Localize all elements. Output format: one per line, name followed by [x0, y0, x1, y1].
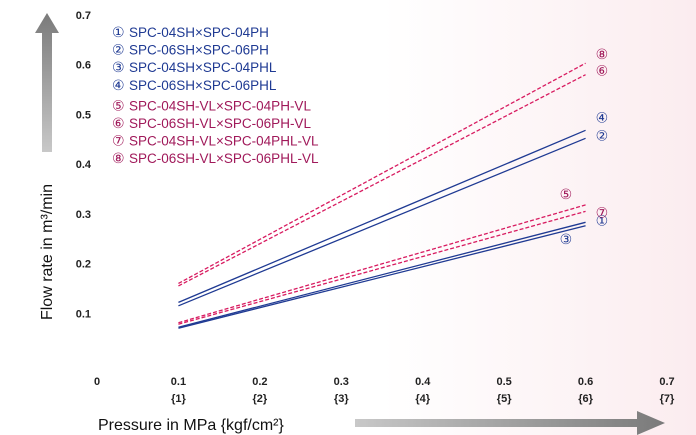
legend-label: SPC-04SH-VL×SPC-04PH-VL — [129, 98, 311, 113]
x-tick-label: 0.4 — [415, 376, 431, 388]
legend-label: SPC-06SH-VL×SPC-06PHL-VL — [129, 151, 319, 166]
x-axis-arrow — [355, 411, 665, 435]
series-end-marker: ④ — [596, 110, 609, 126]
y-tick-label: 0.2 — [76, 259, 91, 271]
x-tick-label: 0.3 — [334, 376, 349, 388]
x-tick-label: 0.7 — [659, 376, 674, 388]
legend-label: SPC-06SH×SPC-06PH — [129, 43, 269, 58]
series-line — [178, 221, 586, 328]
series-line — [178, 62, 586, 285]
series-end-marker: ⑤ — [560, 187, 573, 203]
legend-label: SPC-06SH-VL×SPC-06PH-VL — [129, 116, 311, 131]
x-tick-sublabel: {5} — [497, 393, 512, 405]
x-tick-label: 0.1 — [171, 376, 186, 388]
y-tick-label: 0.5 — [76, 109, 91, 121]
x-tick-sublabel: {3} — [334, 393, 349, 405]
legend-marker: ⑦ — [112, 134, 125, 150]
series-end-marker: ② — [596, 128, 609, 144]
series-end-marker: ⑧ — [596, 47, 609, 63]
series-line — [178, 204, 586, 324]
y-tick-label: 0.6 — [76, 60, 91, 72]
y-tick-label: 0.4 — [76, 159, 92, 171]
legend-marker: ⑥ — [112, 116, 125, 132]
legend-marker: ⑤ — [112, 98, 125, 114]
legend-marker: ⑧ — [112, 151, 125, 167]
y-axis-arrow — [35, 13, 59, 152]
series-line — [178, 210, 586, 325]
series-line — [178, 137, 586, 307]
y-axis-title: Flow rate in m³/min — [39, 184, 56, 320]
legend-marker: ④ — [112, 78, 125, 94]
legend-label: SPC-04SH-VL×SPC-04PHL-VL — [129, 134, 319, 149]
x-tick-sublabel: {6} — [578, 393, 593, 405]
x-tick-sublabel: {7} — [660, 393, 675, 405]
x-tick-sublabel: {1} — [171, 393, 186, 405]
series-end-marker: ① — [596, 213, 609, 229]
legend-marker: ① — [112, 25, 125, 41]
series-end-marker: ⑥ — [596, 64, 609, 80]
x-tick-label: 0.2 — [252, 376, 267, 388]
y-tick-label: 0.3 — [76, 209, 91, 221]
x-tick-sublabel: {2} — [253, 393, 268, 405]
series-line — [178, 74, 586, 287]
series-line — [178, 225, 586, 329]
x-tick-sublabel: {4} — [415, 393, 430, 405]
x-axis-title: Pressure in MPa {kgf/cm²} — [98, 417, 285, 434]
legend-label: SPC-04SH×SPC-04PH — [129, 25, 269, 40]
y-tick-label: 0.1 — [76, 308, 91, 320]
x-tick-label: 0.5 — [496, 376, 511, 388]
series-end-marker: ⑦ — [596, 205, 609, 221]
legend-marker: ② — [112, 43, 125, 59]
series-line — [178, 129, 586, 303]
legend-marker: ③ — [112, 60, 125, 76]
x-tick-label: 0.6 — [578, 376, 593, 388]
series-end-marker: ③ — [560, 232, 573, 248]
y-tick-label: 0.7 — [76, 10, 91, 22]
legend-label: SPC-06SH×SPC-06PHL — [129, 78, 277, 93]
legend-label: SPC-04SH×SPC-04PHL — [129, 60, 277, 75]
x-tick-label: 0 — [94, 376, 100, 388]
